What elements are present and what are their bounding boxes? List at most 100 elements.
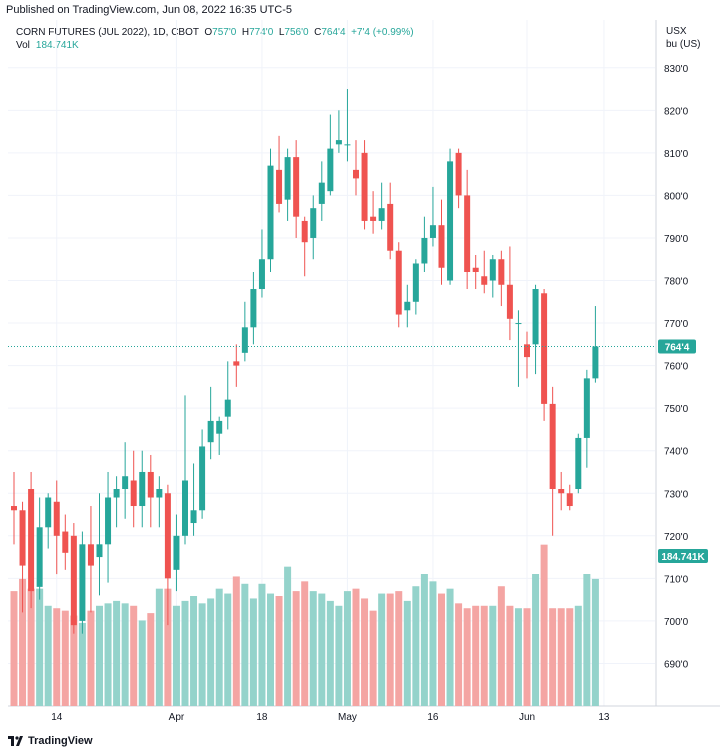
candle-body — [481, 276, 488, 285]
candle — [464, 169, 471, 290]
volume-bar — [224, 593, 232, 706]
y-tick-label: 750'0 — [664, 404, 689, 415]
footer-brand: TradingView — [8, 735, 93, 747]
volume-bar — [438, 593, 445, 706]
candle — [404, 284, 411, 328]
volume-bar — [113, 600, 121, 706]
candle-body — [130, 480, 137, 507]
volume-bar — [574, 605, 582, 706]
volume-bar — [70, 615, 78, 706]
volume-bar — [207, 598, 215, 706]
volume-bar — [472, 605, 480, 706]
volume-bar — [96, 605, 103, 706]
candle-body — [173, 535, 180, 570]
volume-bar — [352, 588, 360, 706]
y-tick-label: 770'0 — [664, 319, 689, 330]
candle-body — [267, 165, 274, 260]
candle-body — [404, 301, 411, 311]
candle — [293, 140, 300, 238]
candle-body — [122, 476, 129, 489]
close-value: 764'4 — [321, 27, 346, 38]
candle-body — [583, 378, 590, 438]
candle — [429, 186, 436, 247]
candle-body — [87, 544, 94, 566]
candle — [592, 306, 599, 383]
candle — [224, 361, 231, 430]
volume-bar — [386, 593, 394, 706]
candle-body — [156, 489, 163, 498]
volume-bar — [267, 593, 274, 706]
candle — [216, 416, 223, 455]
candle — [139, 450, 146, 528]
volume-bar — [506, 605, 514, 706]
candle-body — [79, 544, 86, 621]
candle — [70, 523, 77, 634]
y-tick-label: 740'0 — [664, 447, 689, 458]
volume-bar — [361, 598, 369, 706]
candle-body — [447, 161, 454, 281]
volume-bar — [591, 578, 599, 706]
candle — [455, 148, 462, 209]
candle-body — [429, 225, 436, 238]
y-tick-label: 780'0 — [664, 277, 689, 288]
candle-body — [541, 293, 548, 404]
x-tick-label: 14 — [51, 712, 63, 723]
candle — [438, 199, 445, 285]
y-tick-label: 800'0 — [664, 191, 689, 202]
candle-body — [464, 195, 471, 272]
volume-bar — [172, 605, 180, 706]
candle — [566, 484, 573, 511]
published-caption: Published on TradingView.com, Jun 08, 20… — [6, 4, 292, 16]
candle — [378, 182, 385, 230]
candle — [241, 301, 248, 362]
volume-bar — [164, 588, 172, 706]
volume-bar — [19, 578, 27, 706]
candle-body — [62, 531, 69, 553]
volume-bar — [514, 608, 522, 706]
volume-bar — [292, 591, 300, 706]
candle-body — [284, 157, 291, 200]
volume-bar — [335, 605, 343, 706]
volume-bar — [455, 603, 463, 706]
volume-bar — [326, 600, 334, 706]
candle — [147, 454, 154, 528]
candle-body — [36, 527, 43, 587]
volume-bar — [190, 596, 198, 706]
candle — [344, 89, 351, 162]
open-label: O — [204, 27, 213, 38]
y-tick-label: 720'0 — [664, 532, 689, 543]
x-tick-label: Apr — [169, 712, 185, 723]
candle-body — [53, 501, 60, 536]
brand-name: TradingView — [28, 735, 93, 747]
last-volume-tag — [658, 549, 708, 563]
volume-bar — [463, 608, 471, 706]
candle — [515, 310, 522, 387]
candle-body — [258, 259, 265, 290]
candle-body — [70, 535, 77, 626]
candle — [267, 148, 274, 272]
candle-body — [250, 289, 257, 328]
volume-bar — [489, 605, 497, 706]
candle — [558, 471, 565, 511]
candle — [79, 531, 86, 634]
low-value: 756'0 — [284, 27, 309, 38]
candle — [583, 369, 590, 468]
change-value: +7'4 (+0.99%) — [351, 27, 414, 38]
candle-body — [19, 510, 26, 566]
last-price-tag — [658, 339, 696, 354]
candle-body — [549, 403, 556, 489]
candle — [87, 506, 94, 613]
low-label: L — [278, 27, 285, 38]
candle — [207, 386, 214, 460]
candle-body — [327, 148, 334, 192]
x-tick-label: 13 — [598, 712, 610, 723]
candle — [182, 395, 188, 545]
candle-body — [241, 327, 248, 353]
candle-body — [592, 346, 599, 379]
volume-bar — [44, 605, 52, 706]
volume-bar — [446, 588, 454, 706]
last-volume-label: 184.741K — [661, 552, 705, 563]
candle — [395, 242, 402, 328]
volume-bar — [249, 598, 257, 706]
